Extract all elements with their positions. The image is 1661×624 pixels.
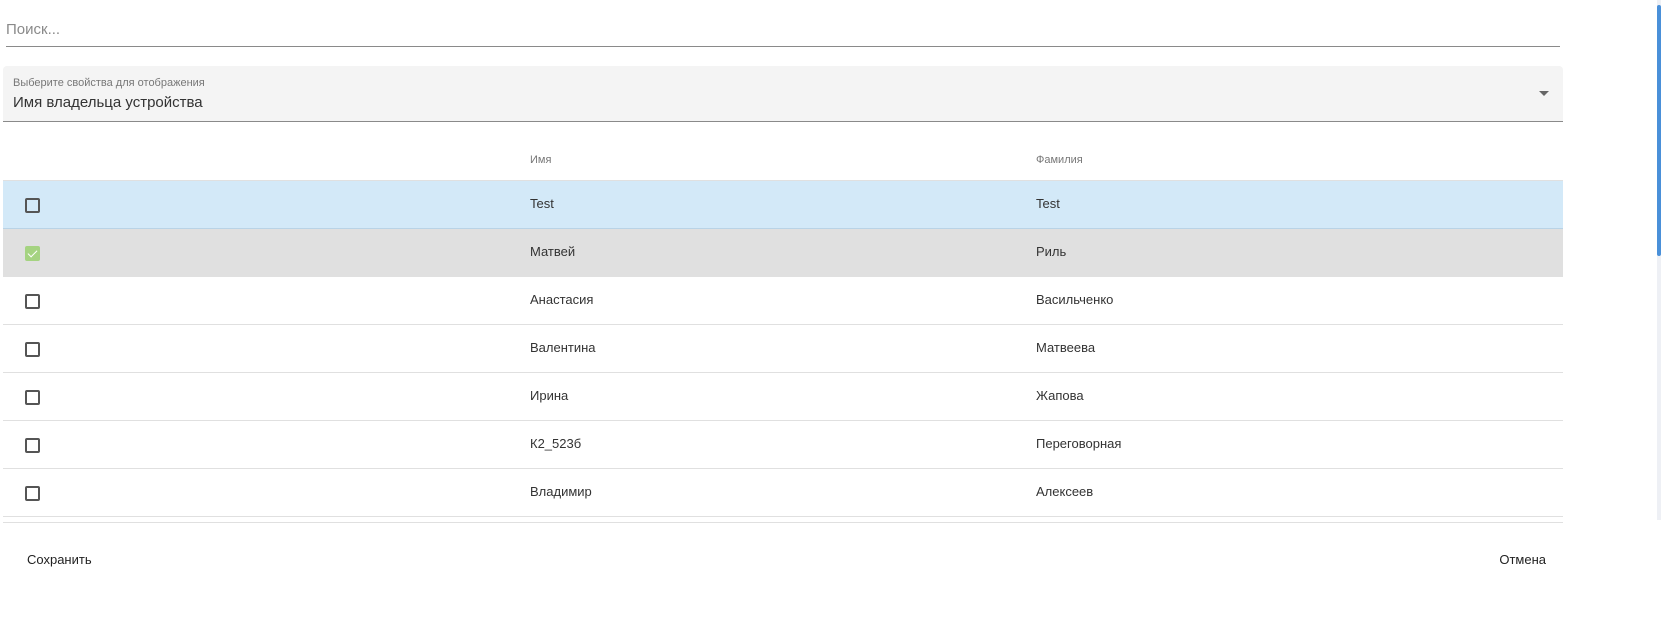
table-row[interactable]: Валентина Матвеева	[3, 325, 1563, 373]
cell-first-name: К2_523б	[530, 436, 582, 451]
cell-last-name: Алексеев	[1036, 484, 1094, 499]
cell-first-name: Test	[530, 196, 554, 211]
table-row[interactable]: Анастасия Васильченко	[3, 277, 1563, 325]
select-value: Имя владельца устройства	[13, 94, 203, 111]
scrollbar-thumb[interactable]	[1657, 5, 1661, 256]
cell-last-name: Матвеева	[1036, 340, 1096, 355]
search-input[interactable]	[6, 12, 1560, 46]
table-row[interactable]: Владимир Алексеев	[3, 469, 1563, 517]
column-header-last-name[interactable]: Фамилия	[1036, 154, 1083, 166]
row-checkbox[interactable]	[25, 342, 40, 357]
cell-last-name: Риль	[1036, 244, 1067, 259]
table-header: Имя Фамилия	[3, 140, 1563, 181]
footer-divider	[3, 522, 1563, 523]
search-field[interactable]	[6, 12, 1560, 47]
row-checkbox[interactable]	[25, 198, 40, 213]
display-properties-select[interactable]: Выберите свойства для отображения Имя вл…	[3, 66, 1563, 122]
select-label: Выберите свойства для отображения	[13, 77, 205, 89]
cell-last-name: Жапова	[1036, 388, 1084, 403]
save-button[interactable]: Сохранить	[27, 552, 92, 567]
dropdown-arrow-icon[interactable]	[1539, 91, 1549, 96]
cell-last-name: Test	[1036, 196, 1060, 211]
row-checkbox[interactable]	[25, 246, 40, 261]
row-checkbox[interactable]	[25, 438, 40, 453]
row-checkbox[interactable]	[25, 294, 40, 309]
table-row[interactable]: К2_523б Переговорная	[3, 421, 1563, 469]
cancel-button[interactable]: Отмена	[1499, 552, 1546, 567]
owners-table: Имя Фамилия Test Test Матвей Риль Анаста…	[3, 140, 1563, 517]
scrollbar[interactable]	[1657, 0, 1661, 520]
cell-first-name: Матвей	[530, 244, 576, 259]
cell-first-name: Валентина	[530, 340, 596, 355]
cell-first-name: Анастасия	[530, 292, 594, 307]
row-checkbox[interactable]	[25, 390, 40, 405]
cell-first-name: Ирина	[530, 388, 569, 403]
table-row[interactable]: Ирина Жапова	[3, 373, 1563, 421]
column-header-first-name[interactable]: Имя	[530, 154, 552, 166]
cell-first-name: Владимир	[530, 484, 592, 499]
row-checkbox[interactable]	[25, 486, 40, 501]
table-row[interactable]: Матвей Риль	[3, 229, 1563, 277]
cell-last-name: Переговорная	[1036, 436, 1122, 451]
cell-last-name: Васильченко	[1036, 292, 1114, 307]
table-row[interactable]: Test Test	[3, 181, 1563, 229]
